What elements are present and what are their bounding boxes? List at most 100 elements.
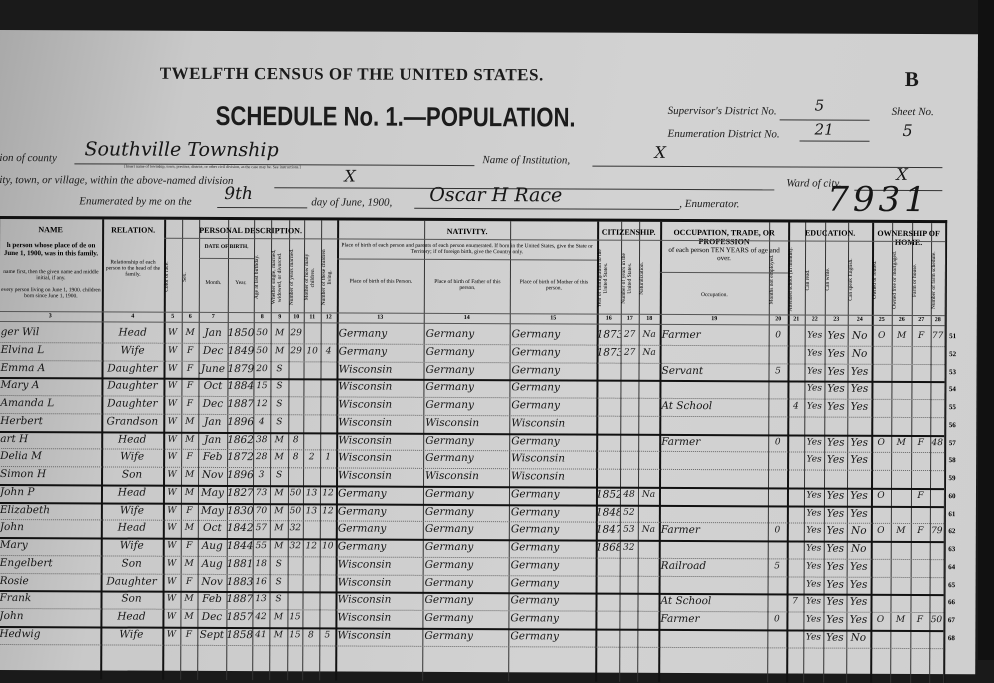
table-cell: Farmer (659, 522, 768, 540)
table-cell (768, 416, 787, 434)
vertical-header-attended: Attended school (in months). (788, 246, 805, 312)
table-cell: Farmer (658, 611, 767, 629)
relation-description: Relationship of each person to the head … (104, 259, 162, 277)
table-cell: F (181, 449, 198, 467)
table-cell: 1862 (227, 432, 253, 450)
table-cell: 1852 (596, 486, 620, 504)
table-cell: Yes (847, 381, 871, 399)
table-cell (320, 361, 336, 379)
table-cell (288, 574, 303, 592)
table-cell (637, 629, 658, 647)
table-cell: Yes (823, 612, 846, 630)
table-cell: F (182, 343, 199, 361)
table-cell: Hedwig (0, 626, 100, 644)
table-cell (768, 576, 787, 594)
table-cell: 1872 (227, 449, 253, 467)
column-number: 12 (321, 314, 337, 320)
table-cell (911, 541, 930, 559)
table-cell: Wisconsin (509, 415, 596, 433)
vertical-header-mother-of: Mother of how many children. (304, 244, 321, 310)
column-number: 10 (289, 314, 304, 320)
table-cell: M (181, 414, 198, 432)
table-cell: M (270, 449, 288, 467)
table-cell: Daughter (101, 360, 163, 378)
table-cell (911, 506, 930, 524)
table-cell: Germany (423, 486, 509, 504)
line-number: 53 (944, 364, 960, 381)
table-cell (929, 594, 943, 612)
vertical-header-sex: Sex. (182, 244, 199, 310)
table-cell: Wisconsin (336, 556, 423, 574)
table-cell: Na (638, 487, 659, 505)
table-cell: 52 (620, 504, 638, 522)
table-cell: 1883 (227, 574, 253, 592)
table-cell: Yes (824, 363, 847, 381)
table-cell: Wisconsin (336, 468, 423, 486)
table-cell: M (181, 520, 198, 538)
table-cell (659, 575, 768, 593)
table-cell: 1830 (227, 503, 253, 521)
table-cell: S (269, 592, 287, 610)
table-cell: Dec (199, 343, 228, 361)
table-cell: Germany (422, 592, 508, 610)
schedule-title: SCHEDULE No. 1.—POPULATION. (216, 101, 576, 134)
table-cell: Yes (823, 629, 846, 647)
line-number: 58 (944, 452, 960, 469)
table-cell: Wisconsin (509, 451, 596, 469)
table-cell: Yes (803, 594, 823, 612)
table-cell: Jan (198, 414, 227, 432)
table-cell (871, 363, 891, 381)
table-cell: Wisconsin (335, 627, 422, 645)
table-cell: O (871, 434, 891, 452)
enumerated-label: Enumerated by me on the (79, 195, 191, 207)
table-cell (787, 452, 804, 470)
group-header: OCCUPATION, TRADE, OR PROFESSION (660, 228, 788, 247)
table-cell: Head (101, 520, 163, 538)
table-cell: 15 (287, 609, 302, 627)
table-cell: 1847 (596, 522, 620, 540)
table-cell: Aug (198, 538, 227, 556)
table-cell (824, 470, 847, 488)
table-cell (320, 467, 336, 485)
table-cell: W (163, 573, 181, 591)
table-cell (619, 611, 637, 629)
table-cell: Yes (846, 594, 870, 612)
table-cell (620, 451, 638, 469)
table-cell (596, 451, 620, 469)
table-cell: O (872, 328, 892, 346)
table-cell (638, 451, 659, 469)
vertical-header-immigration: Year of immigration to the United States… (597, 246, 621, 312)
table-cell: Grandson (101, 413, 163, 431)
table-cell: Feb (197, 591, 226, 609)
table-cell: Germany (509, 557, 596, 575)
table-cell: Head (101, 431, 163, 449)
table-cell: Yes (804, 452, 824, 470)
table-cell: 0 (768, 523, 787, 541)
table-cell: F (911, 488, 930, 506)
table-cell: M (269, 627, 287, 645)
table-cell (303, 432, 320, 450)
table-cell: Germany (509, 522, 596, 540)
table-cell: M (269, 609, 287, 627)
table-cell: M (270, 503, 288, 521)
table-cell: 1896 (227, 467, 253, 485)
table-cell: 1884 (227, 378, 253, 396)
table-cell: Mary (0, 537, 101, 555)
table-cell (288, 379, 303, 397)
occupation-description: of each person TEN YEARS of age and over… (662, 246, 786, 263)
column-number: 6 (182, 314, 199, 320)
table-cell (871, 381, 891, 399)
table-cell (787, 470, 804, 488)
vertical-header-farm: Farm or house. (912, 247, 931, 313)
table-cell (911, 470, 930, 488)
table-cell (620, 362, 638, 380)
table-cell: Yes (824, 558, 847, 576)
table-cell: John (0, 608, 100, 626)
table-cell: Germany (423, 503, 509, 521)
table-cell (911, 399, 930, 417)
table-cell: Yes (804, 505, 824, 523)
table-cell (931, 346, 945, 364)
table-cell: Germany (509, 362, 596, 380)
table-cell: 1887 (227, 396, 253, 414)
table-cell: Germany (508, 628, 595, 646)
